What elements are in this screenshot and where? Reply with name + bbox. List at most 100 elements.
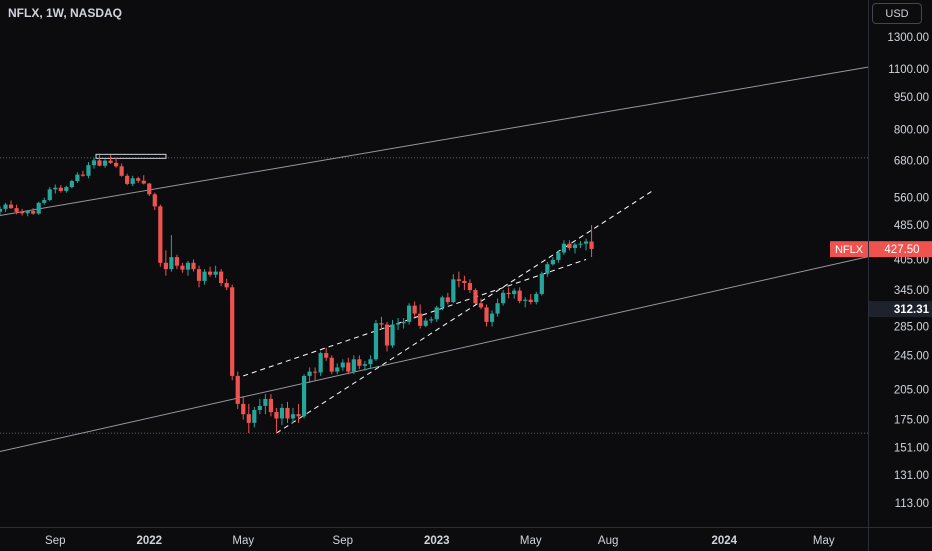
candle [351,355,356,375]
candle-body [572,244,578,249]
time-tick-label: May [813,535,835,547]
candle [373,319,379,361]
candle-body [158,206,163,263]
candle-body [91,160,97,166]
candle-body [263,398,268,406]
candle-body [373,323,379,360]
candle-body [31,211,36,214]
candle [440,295,445,311]
candle [58,185,63,193]
candle [340,359,345,371]
candle-body [86,165,91,176]
candle-body [241,403,246,415]
candle-body [556,252,561,260]
candle-body [412,305,417,314]
candle [572,242,578,254]
candle-body [335,367,340,372]
solid-trendline [0,256,868,453]
candle [114,157,119,168]
candle [147,182,152,196]
candle-body [484,307,489,322]
candle-body [0,208,3,212]
candle [401,318,406,329]
candle [501,290,506,306]
candle [362,360,367,371]
candle-body [213,271,218,275]
candle [318,351,323,376]
candle [589,225,594,258]
candle [80,170,86,177]
candle-body [58,187,63,191]
crosshair-price-badge [869,301,932,318]
time-tick-label: May [232,535,254,547]
price-tick-label: 1100.00 [888,64,929,76]
candle [14,204,19,215]
candle [512,288,517,299]
candle-body [169,257,174,270]
time-axis[interactable]: Sep 2022 May Sep 2023 May Aug 2024 May [0,527,868,551]
candle-body [163,262,168,270]
last-price-symbol-tag [830,241,868,258]
candle-body [451,279,456,303]
price-tick-label: 800.00 [894,125,929,137]
candle-body [583,241,589,244]
last-price-badge [869,241,932,258]
candle-body [130,178,135,184]
candle [0,206,3,216]
candle-body [296,414,301,417]
candle-body [246,414,251,423]
candle-body [285,407,290,419]
candle-body [8,204,14,209]
time-tick-label: 2022 [136,535,162,547]
price-chart-plot[interactable]: NFLX [0,0,868,527]
candle [191,259,196,272]
candle-body [174,257,180,266]
candle-body [318,353,323,373]
candle-body [429,319,434,321]
candle-body [224,283,229,288]
candle [207,266,213,277]
price-axis[interactable]: 1300.00 1100.00 950.00 800.00 680.00 560.00 48… [868,0,932,527]
candle [495,298,500,317]
candle-body [340,362,345,368]
last-price-value: 427.50 [884,244,919,256]
candle-body [125,175,130,184]
candle-body [440,297,445,308]
candle [550,257,555,266]
candle-body [152,194,157,207]
candle-body [257,405,262,410]
candle [257,398,262,415]
candle-body [489,313,495,322]
candle-body [207,271,213,275]
price-tick-label: 560.00 [894,193,929,205]
candle-body [252,409,257,423]
candle [523,297,528,308]
candle-body [47,189,52,201]
candle-body [141,180,146,184]
candle [169,235,174,272]
candle-body [357,359,362,366]
candle [185,260,191,276]
candle [108,155,113,165]
candle [219,269,224,287]
candle-body [42,200,47,203]
candle-body [445,297,450,303]
crosshair-price-value: 312.31 [894,304,930,316]
time-tick-label: May [520,535,542,547]
candle [445,292,450,305]
candle [202,269,207,285]
candle [467,279,473,293]
price-tick-label: 345.00 [894,285,929,297]
candle [484,304,489,327]
candle-body [102,160,108,166]
level-marker-box [95,153,167,159]
candle-body [534,293,539,303]
candle-body [418,313,423,326]
candle-body [274,412,279,419]
candle [246,403,251,434]
price-tick-label: 113.00 [895,498,929,510]
candle [25,209,30,217]
candle-body [379,323,384,325]
candle [395,318,401,330]
currency-button[interactable]: USD [872,3,922,24]
